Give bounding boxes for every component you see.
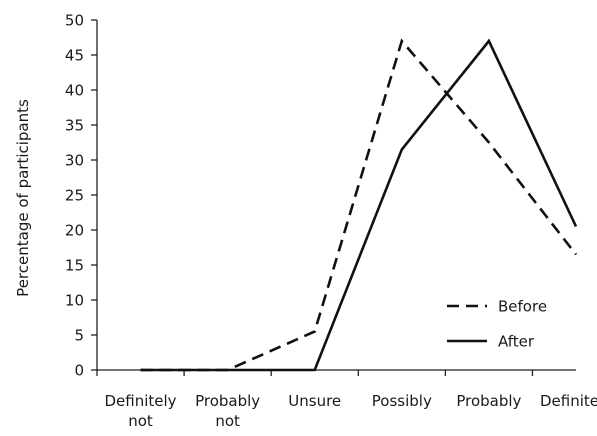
legend-label-after: After: [498, 333, 535, 351]
series-line-after: [140, 38, 578, 372]
legend-label-before: Before: [498, 298, 547, 316]
y-tick-label: 45: [65, 47, 84, 65]
y-tick-label: 5: [74, 327, 84, 345]
x-tick-label: Definitely: [540, 392, 597, 410]
series-line-before: [140, 38, 578, 372]
y-axis-label: Percentage of participants: [14, 99, 32, 297]
y-axis: 0 5 10 15 20 25 30 35 40 45 50: [65, 12, 98, 380]
y-tick-label: 15: [65, 257, 84, 275]
y-tick-label: 40: [65, 82, 84, 100]
y-tick-label: 20: [65, 222, 84, 240]
legend: Before After: [447, 298, 547, 351]
y-tick-label: 10: [65, 292, 84, 310]
series-lines: [140, 38, 578, 372]
y-tick-label: 25: [65, 187, 84, 205]
y-tick-label: 30: [65, 152, 84, 170]
y-tick-label: 0: [74, 362, 84, 380]
x-tick-label: Probably not: [195, 392, 260, 430]
x-tick-label: Probably: [456, 392, 521, 410]
y-tick-label: 50: [65, 12, 84, 30]
x-tick-label: Possibly: [372, 392, 432, 410]
y-tick-label: 35: [65, 117, 84, 135]
x-axis: Definitely not Probably not Unsure Possibly Pr…: [96, 369, 597, 430]
x-tick-label: Unsure: [288, 392, 341, 410]
x-tick-label: Definitely not: [105, 392, 177, 430]
